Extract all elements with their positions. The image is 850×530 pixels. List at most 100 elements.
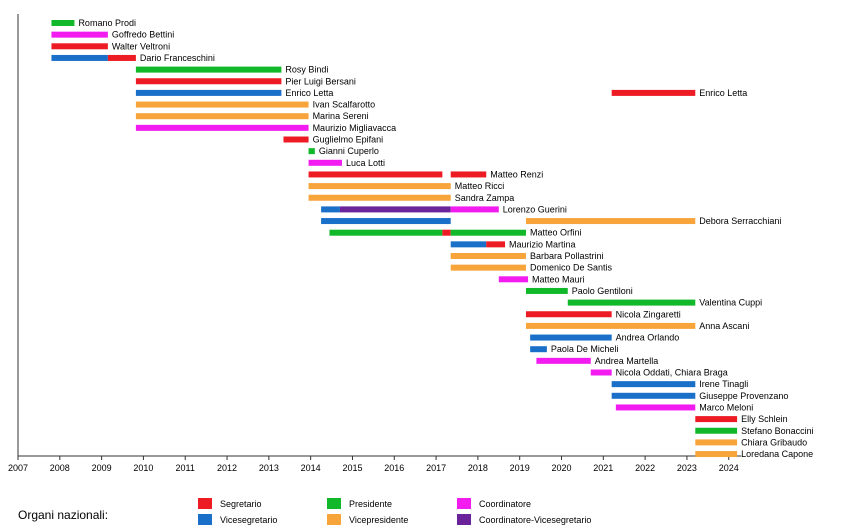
row-label: Domenico De Santis	[530, 263, 613, 273]
timeline-bar	[135, 89, 282, 96]
legend-swatch-vicesegretario	[198, 514, 212, 525]
row-label: Goffredo Bettini	[112, 30, 174, 40]
timeline-bar	[135, 113, 309, 120]
row-label: Paolo Gentiloni	[572, 286, 633, 296]
row-label: Gianni Cuperlo	[319, 146, 379, 156]
legend-item-vicesegretario: Vicesegretario	[198, 514, 277, 525]
x-tick-label: 2022	[635, 463, 655, 473]
timeline-bar	[450, 241, 487, 248]
timeline-bar	[530, 346, 547, 353]
legend-item-segretario: Segretario	[198, 498, 262, 509]
row-label: Ivan Scalfarotto	[313, 100, 376, 110]
x-tick-label: 2019	[510, 463, 530, 473]
timeline-bar	[450, 206, 499, 213]
legend-swatch-presidente	[327, 498, 341, 509]
row-label: Guglielmo Epifani	[313, 135, 384, 145]
legend-swatch-coordinatore	[457, 498, 471, 509]
timeline-bar	[51, 43, 108, 50]
timeline-bar	[536, 357, 591, 364]
timeline-bar	[450, 264, 526, 271]
x-tick-label: 2018	[468, 463, 488, 473]
timeline-bar	[308, 171, 443, 178]
timeline-bar	[135, 124, 309, 131]
row-label: Stefano Bonaccini	[741, 426, 814, 436]
legend-label-vicesegretario: Vicesegretario	[220, 514, 278, 525]
timeline-bar	[329, 229, 443, 236]
row-label: Andrea Orlando	[616, 333, 680, 343]
legend-swatch-coordinatore-vicesegretario	[457, 514, 471, 525]
row-label: Paola De Micheli	[551, 344, 619, 354]
timeline-bar	[695, 451, 738, 458]
row-label: Irene Tinagli	[699, 379, 748, 389]
legend-item-presidente: Presidente	[327, 498, 392, 509]
timeline-bar	[450, 229, 526, 236]
row-label: Chiara Gribaudo	[741, 437, 807, 447]
legend-label-coordinatore: Coordinatore	[479, 498, 532, 509]
x-tick-label: 2024	[719, 463, 739, 473]
x-tick-label: 2021	[593, 463, 613, 473]
row-label: Giuseppe Provenzano	[699, 391, 788, 401]
row-label: Matteo Orfini	[530, 228, 582, 238]
legend-item-vicepresidente: Vicepresidente	[327, 514, 408, 525]
timeline-bar	[695, 427, 738, 434]
x-tick-label: 2014	[301, 463, 321, 473]
row-label: Matteo Ricci	[455, 181, 505, 191]
row-label: Maurizio Martina	[509, 239, 576, 249]
row-label: Walter Veltroni	[112, 41, 170, 51]
legend-label-presidente: Presidente	[349, 498, 393, 509]
row-label: Pier Luigi Bersani	[285, 76, 356, 86]
timeline-bar	[51, 31, 108, 38]
x-tick-label: 2015	[342, 463, 362, 473]
row-label: Andrea Martella	[595, 356, 659, 366]
timeline-bar	[590, 369, 612, 376]
timeline-bar	[450, 253, 526, 259]
row-label: Valentina Cuppi	[699, 298, 762, 308]
row-label: Nicola Oddati, Chiara Braga	[616, 368, 728, 378]
row-label: Matteo Mauri	[532, 274, 585, 284]
timeline-bar	[530, 334, 612, 341]
timeline-bar	[615, 404, 696, 411]
timeline-bar	[611, 89, 696, 96]
row-label: Marina Sereni	[313, 111, 369, 121]
x-tick-label: 2011	[176, 463, 195, 473]
legend-label-segretario: Segretario	[220, 498, 262, 509]
timeline-bar	[321, 218, 451, 225]
row-label: Anna Ascani	[699, 321, 749, 331]
x-tick-label: 2007	[8, 463, 28, 473]
timeline-bar	[695, 439, 738, 446]
row-label: Luca Lotti	[346, 158, 385, 168]
timeline-bar	[308, 159, 343, 166]
legend-item-coordinatore-vicesegretario: Coordinatore-Vicesegretario	[457, 514, 591, 525]
legend-label-coordinatore-vicesegretario: Coordinatore-Vicesegretario	[479, 514, 592, 525]
timeline-bar	[611, 381, 696, 388]
row-label: Matteo Renzi	[490, 169, 543, 179]
row-label: Barbara Pollastrini	[530, 251, 604, 261]
row-label: Maurizio Migliavacca	[313, 123, 397, 133]
legend: Organi nazionali: Segretario Vicesegreta…	[0, 490, 850, 530]
timeline-bar	[51, 20, 75, 26]
timeline-bar	[525, 311, 612, 318]
x-tick-label: 2010	[133, 463, 153, 473]
x-tick-label: 2008	[50, 463, 70, 473]
legend-swatch-vicepresidente	[327, 514, 341, 525]
row-label: Rosy Bindi	[285, 65, 328, 75]
legend-title: Organi nazionali:	[18, 508, 109, 522]
timeline-bar	[525, 218, 696, 225]
x-tick-label: 2020	[551, 463, 571, 473]
row-label: Sandra Zampa	[455, 193, 515, 203]
timeline-bar	[525, 287, 568, 294]
timeline-chart: 2007 2008 2009 2010 2011 2012 2013 2014 2015 2016…	[8, 14, 814, 473]
timeline-bar	[450, 171, 487, 178]
row-label: Lorenzo Guerini	[503, 204, 567, 214]
timeline-bar	[525, 322, 696, 329]
row-label: Enrico Letta	[699, 88, 747, 98]
timeline-bar	[321, 206, 340, 213]
timeline-bar	[308, 194, 451, 201]
row-label: Loredana Capone	[741, 449, 813, 459]
timeline-bar	[339, 206, 451, 213]
timeline-bar	[308, 148, 315, 155]
x-tick-label: 2012	[217, 463, 237, 473]
row-label: Dario Franceschini	[140, 53, 215, 63]
x-tick-label: 2023	[677, 463, 697, 473]
row-label: Romano Prodi	[78, 18, 136, 28]
